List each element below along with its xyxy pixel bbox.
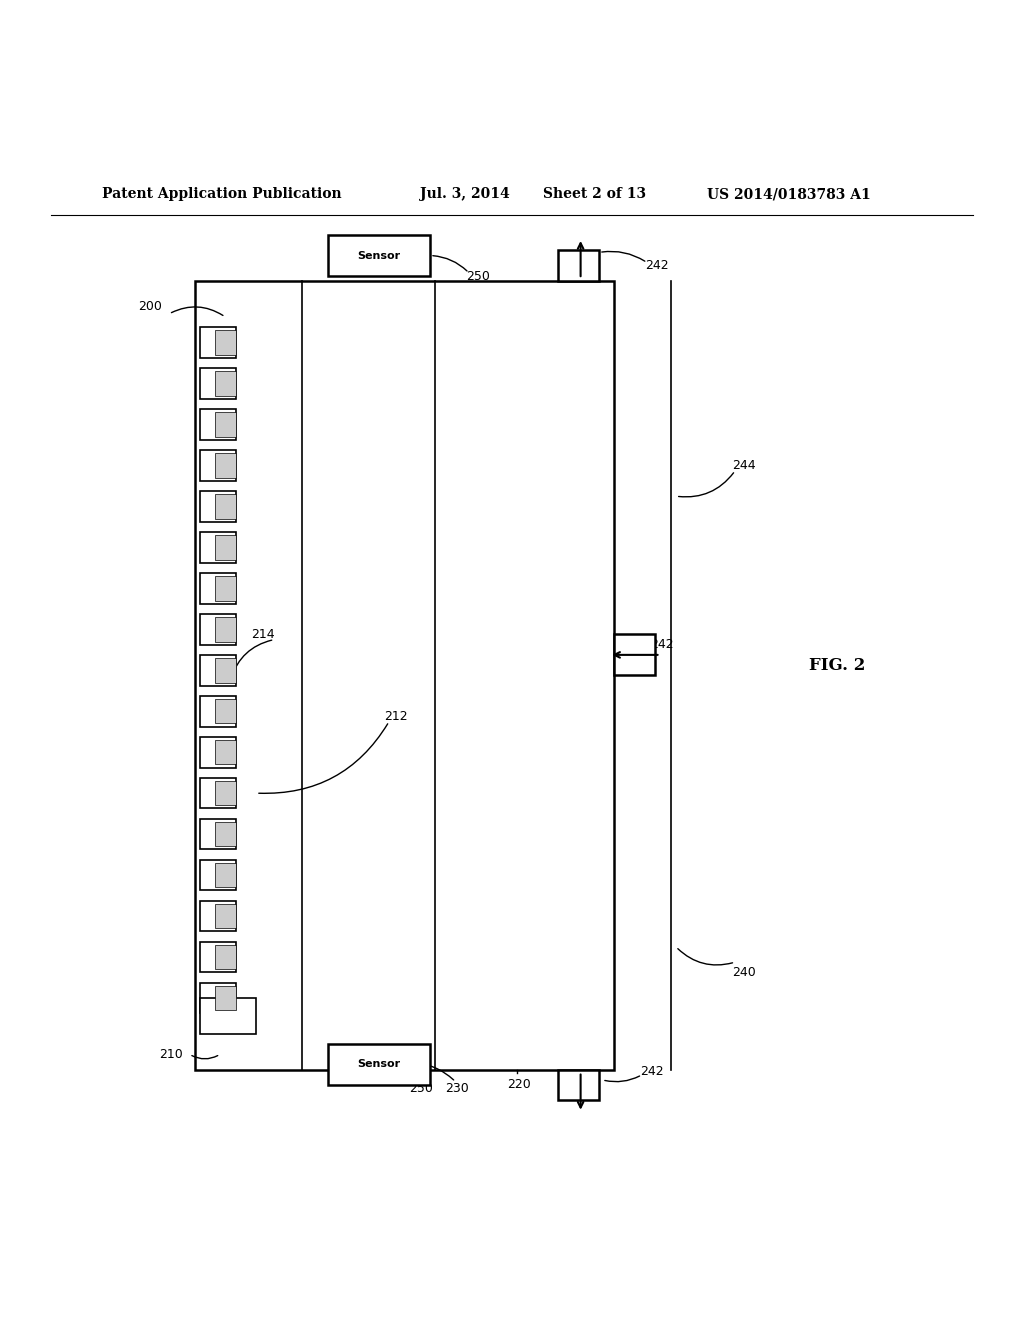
Text: Jul. 3, 2014: Jul. 3, 2014 (420, 187, 510, 201)
Text: 210: 210 (159, 1048, 182, 1061)
Bar (215, 698, 236, 723)
Bar (558, 251, 599, 281)
Bar (200, 859, 236, 891)
Bar (200, 982, 236, 1014)
Bar (200, 450, 236, 480)
Bar (614, 635, 655, 676)
Bar (328, 1044, 430, 1085)
Bar (200, 614, 236, 644)
Bar (200, 532, 236, 562)
Bar (558, 1069, 599, 1101)
Text: 212: 212 (384, 710, 408, 723)
Bar (215, 494, 236, 519)
Text: Sensor: Sensor (357, 1060, 400, 1069)
Bar (215, 657, 236, 682)
Bar (200, 409, 236, 440)
Text: 250: 250 (410, 1081, 433, 1094)
Bar (215, 535, 236, 560)
Text: 242: 242 (645, 259, 669, 272)
Text: 250: 250 (466, 269, 489, 282)
Bar (215, 741, 236, 764)
Text: FIG. 2: FIG. 2 (809, 656, 865, 673)
Text: Sensor: Sensor (357, 251, 400, 260)
Bar (200, 777, 236, 808)
Bar (215, 330, 236, 355)
Bar (215, 576, 236, 601)
Bar (215, 904, 236, 928)
Bar (200, 327, 236, 358)
Bar (215, 863, 236, 887)
Bar (200, 655, 236, 685)
Bar (200, 696, 236, 726)
Text: 244: 244 (732, 459, 756, 473)
Text: Patent Application Publication: Patent Application Publication (102, 187, 342, 201)
Text: 230: 230 (445, 1081, 469, 1094)
Bar (200, 900, 236, 932)
Bar (200, 818, 236, 850)
Bar (200, 941, 236, 973)
Text: 242: 242 (640, 1065, 664, 1078)
Bar (200, 491, 236, 521)
Bar (215, 371, 236, 396)
Text: 240: 240 (732, 966, 756, 979)
Bar (215, 616, 236, 642)
Bar (200, 368, 236, 399)
Bar (215, 453, 236, 478)
Bar (195, 281, 614, 1069)
Bar (215, 781, 236, 805)
Text: 200: 200 (138, 300, 162, 313)
Bar (200, 737, 236, 767)
Bar (200, 998, 256, 1034)
Bar (200, 573, 236, 603)
Text: 242: 242 (650, 638, 674, 651)
Bar (328, 235, 430, 276)
Bar (215, 822, 236, 846)
Bar (215, 986, 236, 1010)
Text: 220: 220 (507, 1078, 530, 1092)
Text: Sheet 2 of 13: Sheet 2 of 13 (543, 187, 646, 201)
Bar (215, 412, 236, 437)
Text: 214: 214 (251, 628, 274, 642)
Bar (215, 945, 236, 969)
Text: US 2014/0183783 A1: US 2014/0183783 A1 (707, 187, 870, 201)
